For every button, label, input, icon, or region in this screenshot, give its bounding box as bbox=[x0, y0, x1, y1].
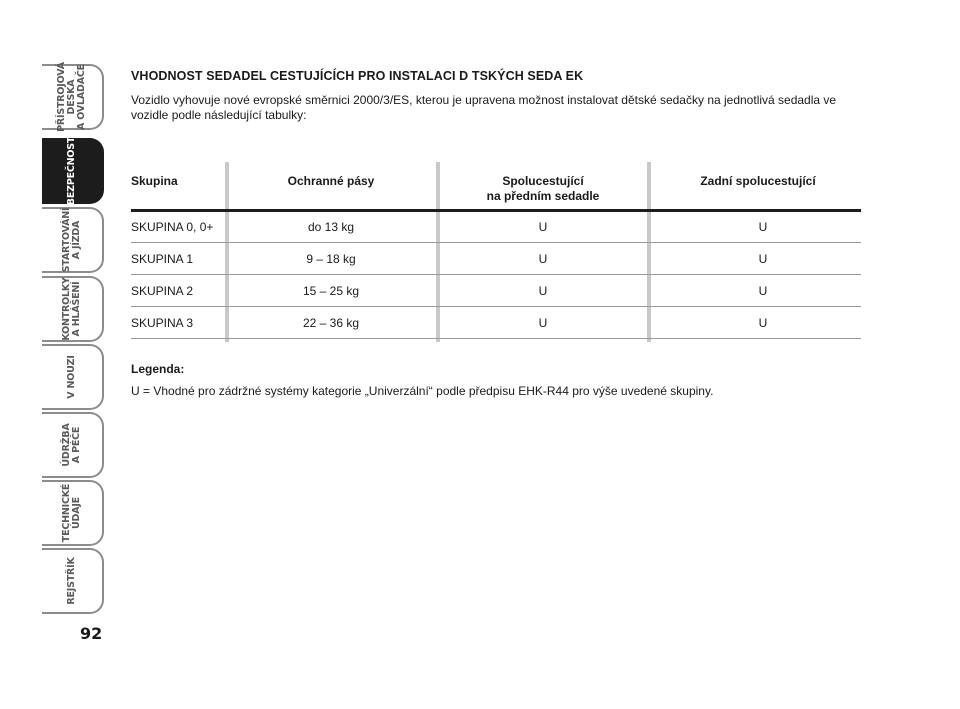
column-separator bbox=[647, 162, 651, 342]
table-cell-belts: do 13 kg bbox=[307, 220, 355, 234]
tab-label: V NOUZI bbox=[66, 355, 77, 399]
tab-udrzba[interactable]: ÚDRŽBA A PÉČE bbox=[42, 412, 104, 478]
tab-technicke-udaje[interactable]: TECHNICKÉ ÚDAJE bbox=[42, 480, 104, 546]
table-cell-group: SKUPINA 2 bbox=[131, 284, 194, 298]
tab-bezpecnost[interactable]: BEZPEČNOST bbox=[42, 136, 104, 206]
table-cell-rear: U bbox=[758, 316, 768, 330]
header-seat-belts: Ochranné pásy bbox=[287, 174, 375, 188]
tab-kontrolky[interactable]: KONTROLKY A HLÁŠENÍ bbox=[42, 276, 104, 342]
header-group: Skupina bbox=[131, 174, 178, 188]
table-cell-rear: U bbox=[758, 284, 768, 298]
tab-label: PŘÍSTROJOVÁ DESKA A OVLADAČE bbox=[56, 62, 87, 132]
intro-paragraph: Vozidlo vyhovuje nové evropské směrnici … bbox=[131, 93, 837, 122]
tab-startovani[interactable]: STARTOVÁNÍ A JÍZDA bbox=[42, 207, 104, 273]
column-separator bbox=[436, 162, 440, 342]
tab-label: REJSTŘÍK bbox=[66, 557, 77, 605]
table-cell-group: SKUPINA 3 bbox=[131, 316, 194, 330]
table-cell-rear: U bbox=[758, 220, 768, 234]
page-number: 92 bbox=[80, 624, 103, 643]
table-cell-front: U bbox=[538, 284, 548, 298]
article: VHODNOST SEDADEL CESTUJÍCÍCH PRO INSTALA… bbox=[131, 68, 861, 123]
table-cell-group: SKUPINA 1 bbox=[131, 252, 194, 266]
tab-label: TECHNICKÉ ÚDAJE bbox=[61, 483, 82, 543]
section-heading: VHODNOST SEDADEL CESTUJÍCÍCH PRO INSTALA… bbox=[131, 69, 584, 83]
row-rule bbox=[131, 338, 861, 339]
column-separator bbox=[225, 162, 229, 342]
seat-suitability-table: Skupina Ochranné pásy Spolucestující na … bbox=[131, 162, 861, 342]
table-cell-group: SKUPINA 0, 0+ bbox=[131, 220, 214, 234]
header-rule bbox=[131, 209, 861, 212]
row-rule bbox=[131, 306, 861, 307]
row-rule bbox=[131, 274, 861, 275]
tab-label: BEZPEČNOST bbox=[66, 136, 77, 206]
header-rear-passengers: Zadní spolucestující bbox=[700, 174, 816, 188]
table-cell-belts: 9 – 18 kg bbox=[306, 252, 356, 266]
table-cell-belts: 15 – 25 kg bbox=[302, 284, 360, 298]
table-cell-front: U bbox=[538, 252, 548, 266]
legend-text: U = Vhodné pro zádržné systémy kategorie… bbox=[131, 384, 714, 398]
legend-title: Legenda: bbox=[131, 362, 185, 376]
table-cell-front: U bbox=[538, 316, 548, 330]
table-cell-belts: 22 – 36 kg bbox=[302, 316, 360, 330]
row-rule bbox=[131, 242, 861, 243]
tab-label: STARTOVÁNÍ A JÍZDA bbox=[61, 207, 82, 273]
tab-label: ÚDRŽBA A PÉČE bbox=[61, 423, 82, 467]
tab-label: KONTROLKY A HLÁŠENÍ bbox=[61, 277, 82, 341]
tab-pristrojova-deska[interactable]: PŘÍSTROJOVÁ DESKA A OVLADAČE bbox=[42, 62, 104, 132]
header-front-passenger: Spolucestující na předním sedadle bbox=[486, 174, 600, 203]
table-cell-front: U bbox=[538, 220, 548, 234]
tab-rejstrik[interactable]: REJSTŘÍK bbox=[42, 548, 104, 614]
table-cell-rear: U bbox=[758, 252, 768, 266]
tab-v-nouzi[interactable]: V NOUZI bbox=[42, 344, 104, 410]
